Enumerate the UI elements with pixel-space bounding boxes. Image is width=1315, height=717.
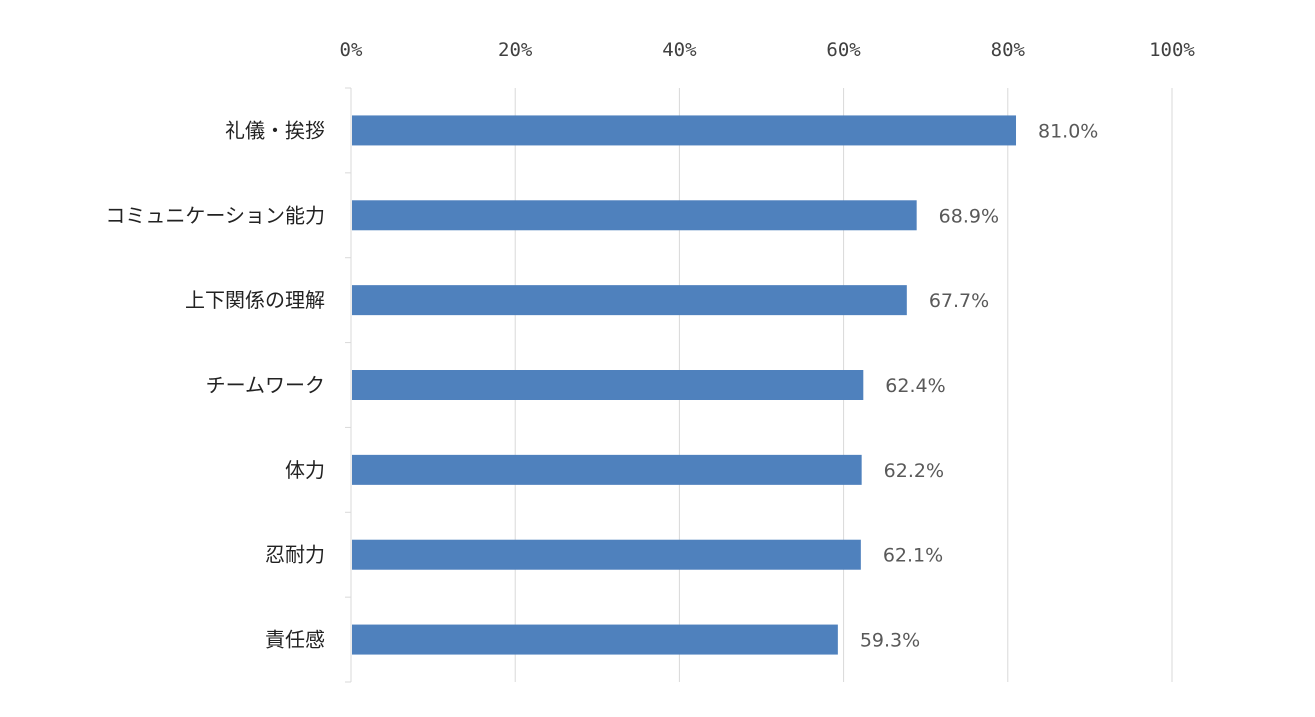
bar bbox=[352, 200, 917, 231]
bar bbox=[352, 285, 907, 316]
category-label: 体力 bbox=[285, 458, 325, 482]
category-label: チームワーク bbox=[206, 373, 325, 397]
x-tick-label: 0% bbox=[340, 39, 363, 61]
bar bbox=[352, 624, 838, 655]
data-label: 67.7% bbox=[929, 290, 989, 312]
data-label: 62.2% bbox=[884, 460, 944, 482]
bar bbox=[352, 370, 864, 400]
data-label: 62.1% bbox=[883, 545, 943, 567]
bar bbox=[352, 115, 1017, 146]
x-tick-labels: 0% 20% 40% 60% 80% 100% bbox=[340, 39, 1196, 61]
data-label: 81.0% bbox=[1038, 120, 1098, 142]
data-labels: 81.0% 68.9% 67.7% 62.4% 62.2% 62.1% 59.3% bbox=[860, 120, 1099, 651]
category-label: コミュニケーション能力 bbox=[105, 203, 325, 227]
x-tick-label: 20% bbox=[498, 39, 533, 61]
x-tick-label: 80% bbox=[991, 39, 1026, 61]
data-label: 59.3% bbox=[860, 630, 920, 652]
axes bbox=[345, 87, 352, 683]
bar bbox=[352, 539, 861, 570]
x-tick-label: 60% bbox=[826, 39, 861, 61]
category-label: 責任感 bbox=[265, 628, 325, 652]
category-label: 忍耐力 bbox=[265, 543, 325, 567]
category-label: 上下関係の理解 bbox=[185, 288, 325, 312]
x-tick-label: 40% bbox=[662, 39, 697, 61]
data-label: 68.9% bbox=[939, 205, 999, 227]
data-label: 62.4% bbox=[885, 375, 945, 397]
category-label: 礼儀・挨拶 bbox=[225, 118, 325, 142]
bar bbox=[352, 454, 862, 485]
x-tick-label: 100% bbox=[1149, 39, 1195, 61]
bars bbox=[352, 115, 1017, 655]
